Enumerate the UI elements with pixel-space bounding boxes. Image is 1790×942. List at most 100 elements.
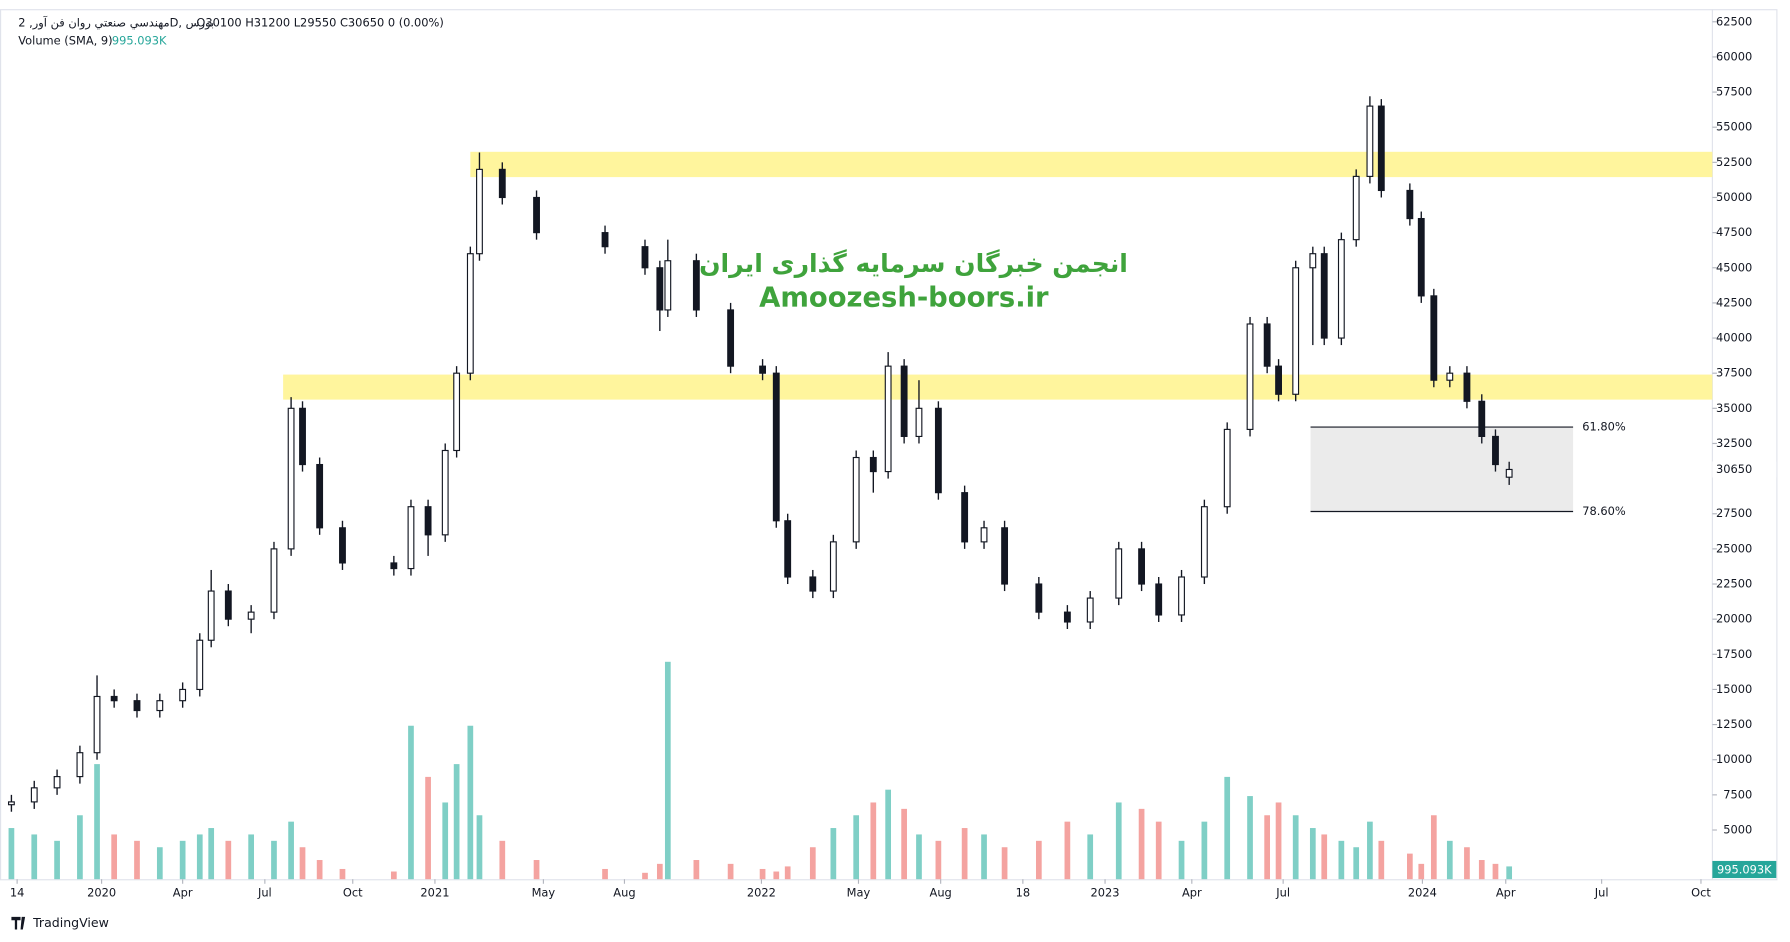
volume-bar [77, 815, 83, 880]
volume-bar [94, 764, 100, 880]
last-price-box [1712, 461, 1777, 478]
candle-body [466, 253, 474, 374]
volume-bar [1367, 821, 1373, 880]
volume-bar [425, 776, 431, 880]
volume-bar [316, 860, 323, 880]
candle-body [884, 365, 892, 473]
candle-body [53, 776, 61, 789]
volume-bar [499, 840, 506, 880]
volume-bar [916, 834, 922, 880]
axes: 5000 7500 10000 12500 15000 17500 20000 22500 25… [10, 14, 1777, 899]
y-tick-label: 22500 [1716, 577, 1752, 591]
candle-body [1223, 428, 1231, 508]
watermark-fa: انجمن خبرگان سرمایه گذاری ایران [699, 249, 1128, 279]
fib-retracement: 61.80% 78.60% [1310, 420, 1626, 518]
y-tick-label: 27500 [1716, 506, 1752, 520]
candle-body [270, 548, 278, 613]
volume-bar [1464, 847, 1470, 880]
fib-box [1310, 427, 1574, 512]
candle-body [1320, 253, 1328, 339]
volume-bar [1492, 863, 1499, 880]
candle-body [664, 260, 672, 311]
candle-body [1478, 400, 1486, 438]
candle-body [900, 365, 908, 438]
volume-bar [961, 828, 968, 880]
volume-bar [339, 868, 346, 880]
x-tick-label: Aug [930, 885, 952, 899]
volume-bar [134, 840, 140, 880]
x-tick-label: May [847, 885, 871, 899]
volume-bar [1309, 828, 1316, 880]
x-tick-label: Jul [1594, 885, 1609, 899]
volume-bar [693, 860, 700, 880]
volume-bar [1035, 840, 1042, 880]
candle-body [1352, 175, 1360, 241]
y-tick-label: 25000 [1716, 541, 1752, 555]
candle-body [30, 787, 38, 803]
candle-body [156, 700, 164, 712]
candle-body [299, 407, 306, 466]
zones [283, 151, 1713, 400]
volume-bar [1406, 853, 1413, 880]
candle-body [1155, 583, 1163, 616]
volume-bar [248, 834, 255, 880]
y-tick-label: 52500 [1716, 155, 1752, 169]
x-tick-label: Oct [1691, 885, 1711, 899]
candle-body [247, 611, 255, 620]
candle-body [852, 456, 860, 543]
volume-bar [442, 802, 449, 880]
candle-body [809, 576, 817, 592]
volume-bar [467, 725, 474, 880]
candle-body [390, 562, 398, 570]
volume-label: Volume (SMA, 9) [18, 34, 112, 48]
x-tick-label: Oct [343, 885, 363, 899]
candle-body [1505, 468, 1513, 478]
x-tick-label: Aug [613, 885, 635, 899]
volume-bar [642, 872, 648, 880]
candle-body [961, 492, 969, 543]
y-tick-label: 12500 [1716, 717, 1752, 731]
volume-bar [1115, 802, 1122, 880]
brand-logo [11, 916, 26, 930]
candle-body [110, 695, 118, 702]
candle-body [1086, 597, 1094, 623]
volume-bar [870, 802, 877, 880]
candle-body [829, 541, 837, 592]
x-tick-label: Apr [173, 885, 193, 899]
candle-body [1446, 372, 1454, 381]
x-tick-label: Jul [1275, 885, 1290, 899]
volume-bar [1138, 808, 1145, 880]
candle-body [93, 695, 101, 754]
candle-body [476, 168, 483, 255]
volume-bar [935, 840, 942, 880]
volume-bar [1087, 834, 1094, 880]
candle-body [207, 590, 215, 641]
candle-body [1063, 611, 1071, 623]
x-tick-label: May [532, 885, 556, 899]
symbol: مهندسي صنعتي روان فن آور, 2D, بورس [18, 15, 214, 30]
x-tick-label: 2023 [1091, 885, 1120, 899]
x-tick-label: Jul [257, 885, 272, 899]
volume-bar [656, 863, 663, 880]
volume-bar [602, 868, 608, 880]
x-tick-label: Apr [1182, 885, 1202, 899]
candle-body [179, 688, 187, 702]
fib-label: 61.80% [1582, 420, 1626, 434]
candle-body [1138, 548, 1146, 585]
candle-body [339, 527, 346, 564]
candle-body [1246, 323, 1254, 430]
candle-body [7, 801, 15, 806]
support-zone [283, 374, 1713, 400]
y-tick-label: 5000 [1723, 823, 1752, 837]
volume-bar [1001, 847, 1008, 880]
y-tick-label: 45000 [1716, 260, 1752, 274]
y-tick-label: 32500 [1716, 436, 1752, 450]
y-tick-label: 35000 [1716, 401, 1752, 415]
x-tick-label: 2021 [420, 885, 449, 899]
volume-bar [1353, 847, 1360, 880]
volume-bar [1446, 840, 1453, 880]
volume-bar [179, 840, 186, 880]
volume-bar [809, 847, 816, 880]
candle-body [441, 449, 449, 536]
volume-bar [208, 828, 215, 880]
